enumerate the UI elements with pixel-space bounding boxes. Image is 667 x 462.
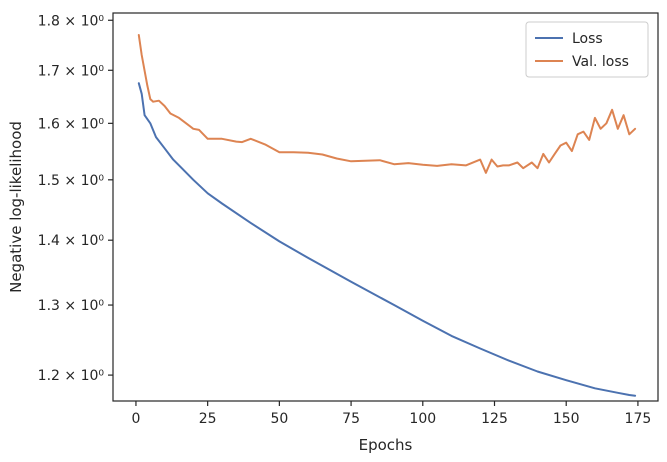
x-tick-label: 50 [270,411,288,427]
series-line-loss [137,82,637,397]
plot-lines [137,34,637,397]
legend-box [525,21,649,78]
x-tick-label: 175 [625,411,652,427]
y-tick-label: 1.6 × 10⁰ [38,116,105,132]
y-tick-label: 1.7 × 10⁰ [38,63,105,79]
x-tick-label: 150 [553,411,580,427]
x-tick-label: 100 [409,411,436,427]
x-tick-label: 75 [342,411,360,427]
y-tick-label: 1.4 × 10⁰ [38,233,105,249]
y-tick-label: 1.3 × 10⁰ [38,298,105,314]
series-line-val-loss [137,34,637,174]
legend-label: Val. loss [572,54,629,70]
x-tick-label: 125 [481,411,508,427]
x-tick-label: 0 [131,411,140,427]
legend: Loss Val. loss [525,21,649,78]
y-axis-title: Negative log-likelihood [7,121,25,293]
x-axis: 0 25 50 75 100 125 150 175 [131,401,651,427]
y-tick-label: 1.2 × 10⁰ [38,368,105,384]
y-axis: 1.2 × 10⁰ 1.3 × 10⁰ 1.4 × 10⁰ 1.5 × 10⁰ 1.6 … [38,13,113,384]
plot-frame [112,12,659,402]
x-axis-title: Epochs [359,436,413,454]
legend-label: Loss [572,31,603,47]
y-tick-label: 1.8 × 10⁰ [38,13,105,29]
y-tick-label: 1.5 × 10⁰ [38,173,105,189]
x-tick-label: 25 [199,411,217,427]
